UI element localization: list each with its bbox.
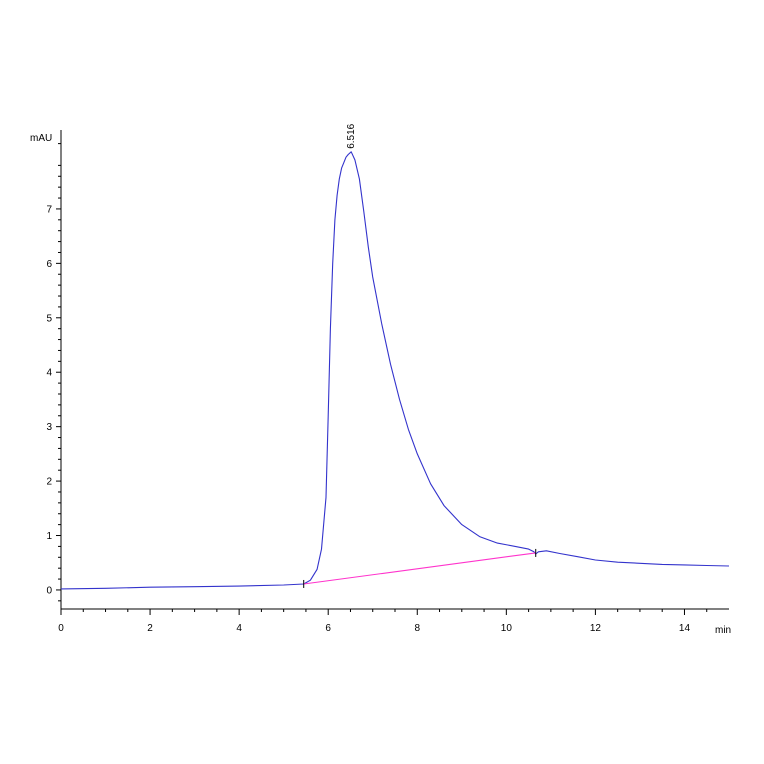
- series-layer: [60, 151, 730, 590]
- tick-marks: [56, 143, 708, 615]
- y-tick-label: 4: [46, 368, 52, 379]
- x-axis-unit: min: [715, 625, 731, 636]
- x-tick-label: 12: [590, 623, 602, 634]
- signal-trace: [60, 151, 730, 590]
- y-tick-label: 1: [46, 531, 52, 542]
- x-tick-label: 8: [414, 623, 420, 634]
- y-tick-label: 3: [46, 422, 52, 433]
- peak-label: 6.516: [346, 123, 357, 148]
- axes: [60, 130, 729, 610]
- y-tick-label: 7: [46, 204, 52, 215]
- x-tick-label: 2: [147, 623, 153, 634]
- x-tick-label: 6: [325, 623, 331, 634]
- baseline-segment: [303, 552, 536, 585]
- peak-annotations: 6.516: [346, 123, 357, 148]
- x-tick-label: 14: [679, 623, 691, 634]
- x-tick-label: 10: [501, 623, 513, 634]
- y-tick-label: 0: [46, 585, 52, 596]
- y-tick-label: 5: [46, 313, 52, 324]
- x-tick-label: 4: [236, 623, 242, 634]
- y-axis-unit: mAU: [30, 133, 52, 144]
- x-tick-label: 0: [58, 623, 64, 634]
- y-tick-label: 2: [46, 477, 52, 488]
- y-tick-label: 6: [46, 259, 52, 270]
